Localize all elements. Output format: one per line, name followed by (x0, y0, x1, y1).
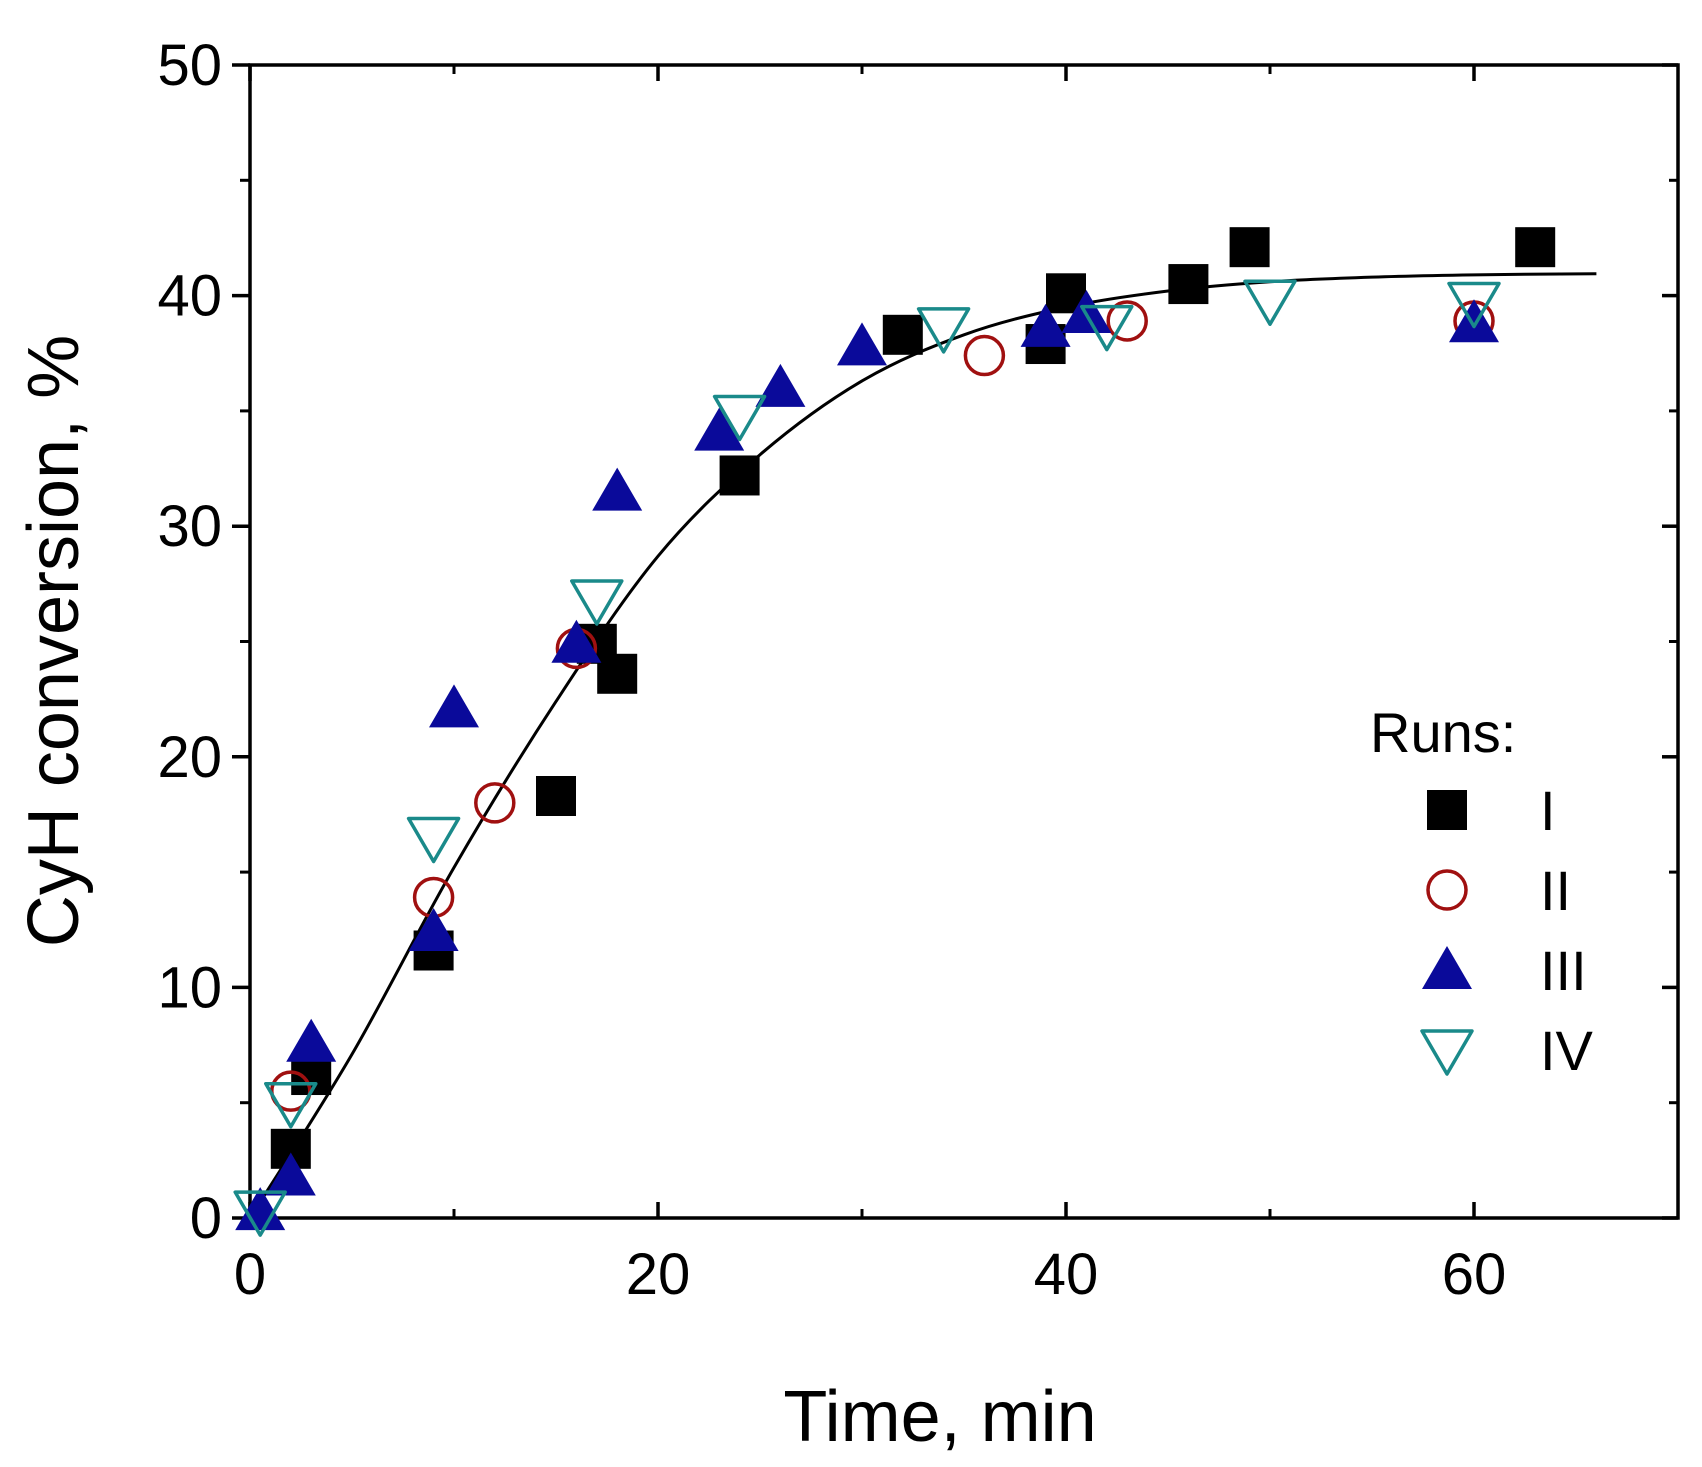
data-point-run-IV (1447, 281, 1501, 329)
data-point-run-IV (264, 1081, 318, 1129)
x-tick-label: 0 (234, 1242, 266, 1307)
x-tick-label: 60 (1442, 1242, 1507, 1307)
data-point-run-III (755, 363, 806, 407)
x-tick-label: 40 (1034, 1242, 1099, 1307)
data-markers (233, 227, 1556, 1237)
data-point-run-IV (233, 1190, 287, 1237)
data-point-run-IV (570, 579, 624, 626)
y-tick-label: 10 (157, 955, 222, 1020)
legend-label: II (1540, 859, 1571, 922)
data-point-run-III (429, 684, 479, 728)
legend-item: II (1426, 859, 1571, 922)
data-point-run-III (551, 619, 602, 663)
series-IV (233, 279, 1501, 1237)
data-point-run-II (474, 782, 516, 824)
data-point-run-I (1515, 227, 1556, 268)
data-point-run-II (963, 334, 1006, 377)
data-point-run-I (719, 455, 760, 496)
fit-curve (248, 272, 1597, 1219)
data-point-run-I (1229, 227, 1270, 268)
data-point-run-IV (406, 816, 461, 864)
data-point-run-I (536, 776, 576, 817)
data-point-run-III (1449, 299, 1499, 343)
data-point-run-III (235, 1187, 286, 1231)
y-tick-label: 30 (157, 494, 222, 559)
legend-item: IV (1420, 1019, 1594, 1082)
data-point-run-IV (916, 307, 971, 354)
x-tick-label: 20 (626, 1242, 691, 1307)
y-tick-label: 40 (157, 264, 222, 329)
legend-item: I (1427, 779, 1556, 842)
data-point-run-I (597, 653, 638, 694)
data-point-run-III (265, 1152, 316, 1196)
legend-label: III (1540, 939, 1587, 1002)
legend-label: I (1540, 779, 1556, 842)
legend-marker (1426, 869, 1468, 911)
tick-labels: 0 20 40 60 0 10 20 30 40 50 (157, 33, 1506, 1307)
data-point-run-III (408, 908, 459, 952)
data-point-run-II (1106, 300, 1148, 342)
data-point-run-IV (712, 394, 767, 442)
axis-ticks (232, 63, 1678, 1220)
legend-marker (1427, 790, 1467, 830)
data-point-run-III (694, 407, 745, 451)
y-tick-label: 50 (157, 33, 222, 98)
legend-title: Runs: (1370, 701, 1516, 764)
data-point-run-III (286, 1018, 337, 1062)
legend-marker (1420, 1029, 1474, 1076)
data-point-run-I (1168, 264, 1209, 305)
y-axis-title: CyH conversion, % (14, 335, 94, 947)
legend-label: IV (1540, 1019, 1594, 1082)
data-point-run-IV (1243, 279, 1297, 326)
x-axis-title: Time, min (783, 1377, 1096, 1457)
data-point-run-IV (1080, 304, 1134, 352)
legend-marker (1422, 946, 1472, 989)
series-I (270, 227, 1556, 1169)
data-point-run-III (1020, 303, 1071, 347)
data-point-run-III (592, 467, 643, 511)
data-point-run-III (837, 322, 887, 366)
series-III (235, 290, 1499, 1231)
y-tick-label: 20 (157, 725, 222, 790)
y-tick-label: 0 (190, 1186, 222, 1251)
data-point-run-I (882, 314, 923, 355)
legend-item: III (1422, 939, 1587, 1002)
